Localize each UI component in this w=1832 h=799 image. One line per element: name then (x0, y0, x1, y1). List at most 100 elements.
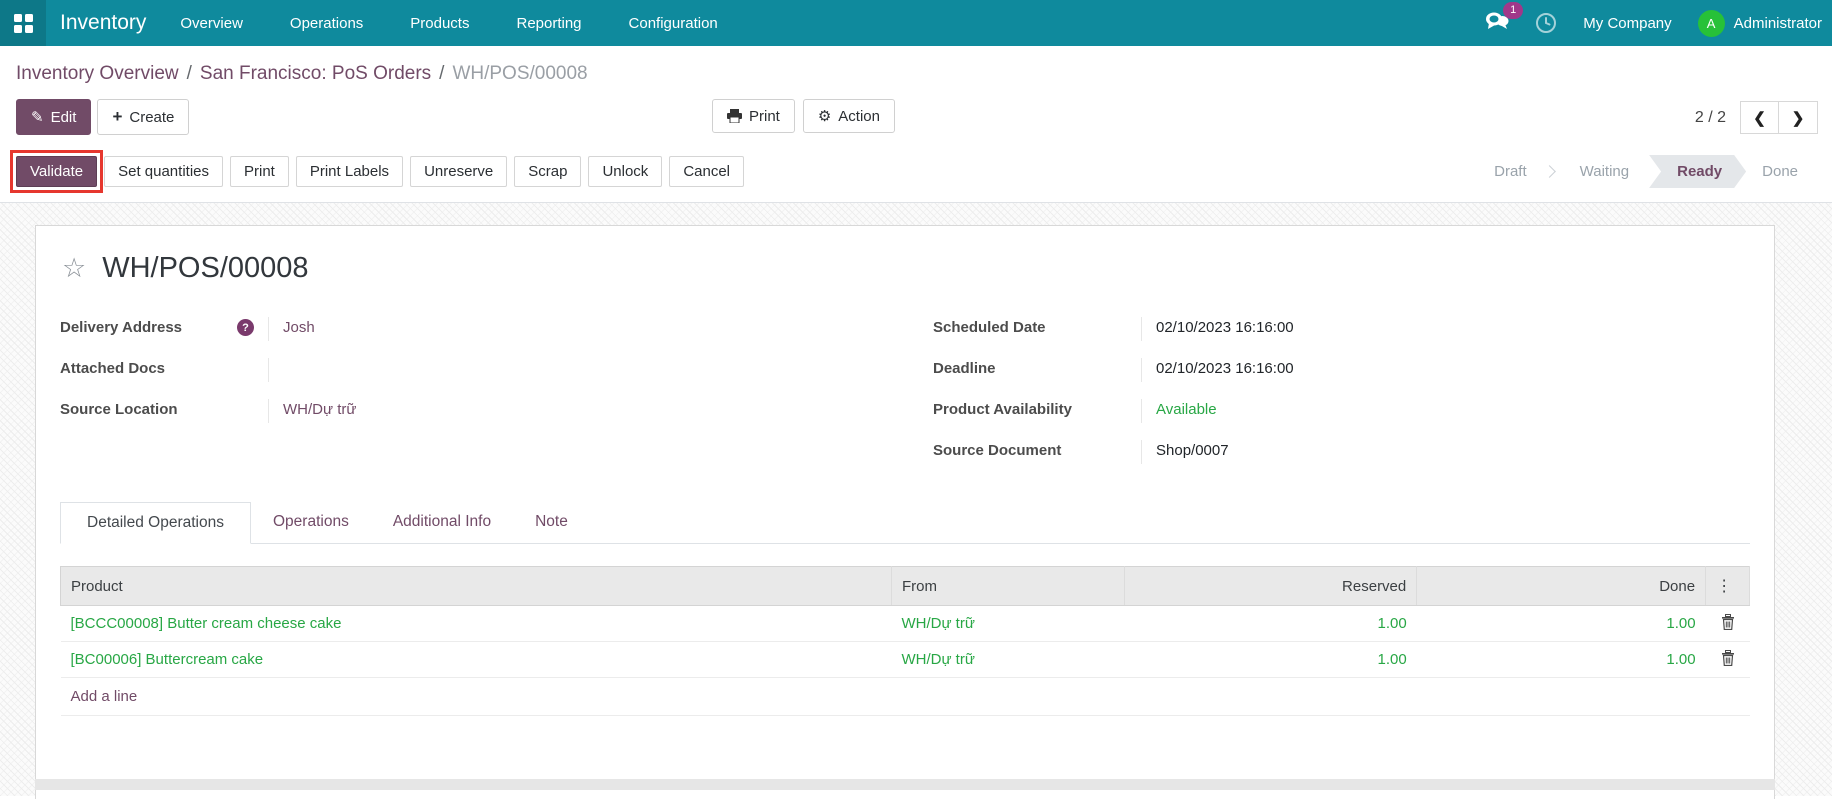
form-view-background: ☆ WH/POS/00008 Delivery Address ? Josh A… (0, 203, 1832, 799)
print-menu-button[interactable]: Print (712, 99, 795, 133)
favorite-star-icon[interactable]: ☆ (62, 253, 87, 283)
row-product-link[interactable]: [BCCC00008] Butter cream cheese cake (70, 615, 342, 632)
row-product-link[interactable]: [BC00006] Buttercream cake (70, 651, 264, 668)
column-reserved[interactable]: Reserved (1124, 566, 1418, 606)
scrap-button[interactable]: Scrap (514, 156, 582, 187)
company-switcher[interactable]: My Company (1583, 14, 1672, 32)
table-row[interactable]: [BC00006] Buttercream cake WH/Dự trữ 1.0… (60, 641, 1750, 678)
product-availability-value: Available (1141, 399, 1750, 423)
create-button[interactable]: + Create (97, 99, 190, 135)
chat-bubbles-icon (1486, 12, 1509, 29)
status-waiting[interactable]: Waiting (1579, 163, 1630, 180)
trash-icon (1721, 614, 1734, 631)
optional-columns-button[interactable]: ⋮ (1705, 566, 1750, 606)
delete-row-button[interactable] (1721, 650, 1735, 669)
trash-icon (1721, 650, 1734, 667)
messages-button[interactable]: 1 (1485, 2, 1524, 35)
breadcrumb-pos-orders[interactable]: San Francisco: PoS Orders (199, 63, 432, 84)
left-field-group: Delivery Address ? Josh Attached Docs So… (60, 317, 905, 481)
table-header-row: Product From Reserved Done ⋮ (60, 566, 1750, 606)
apps-menu-button[interactable] (0, 0, 46, 46)
user-name: Administrator (1733, 14, 1822, 32)
horizontal-scrollbar[interactable] (35, 779, 1775, 790)
status-button-bar: Validate Set quantities Print Print Labe… (0, 143, 1832, 203)
delete-row-button[interactable] (1721, 614, 1735, 633)
kebab-icon: ⋮ (1716, 578, 1733, 595)
record-title: WH/POS/00008 (102, 252, 309, 284)
detailed-operations-table: Product From Reserved Done ⋮ [BCCC00008]… (60, 566, 1750, 716)
cancel-button[interactable]: Cancel (669, 156, 745, 187)
form-sheet: ☆ WH/POS/00008 Delivery Address ? Josh A… (35, 225, 1775, 799)
right-field-group: Scheduled Date 02/10/2023 16:16:00 Deadl… (905, 317, 1750, 481)
breadcrumb-current: WH/POS/00008 (452, 63, 588, 84)
source-location-value[interactable]: WH/Dự trữ (283, 401, 357, 418)
validate-highlight-box: Validate (9, 150, 104, 193)
add-line-row: Add a line (60, 677, 1750, 716)
breadcrumb: Inventory Overview / San Francisco: PoS Or… (16, 63, 588, 84)
menu-overview[interactable]: Overview (180, 14, 243, 32)
messages-badge: 1 (1503, 2, 1524, 19)
pencil-icon: ✎ (31, 109, 44, 126)
pager: 2 / 2 ❮ ❯ (1695, 101, 1818, 134)
notebook-tabs: Detailed Operations Operations Additiona… (60, 501, 1750, 544)
help-icon[interactable]: ? (237, 319, 254, 336)
plus-icon: + (112, 107, 123, 126)
delivery-address-label: Delivery Address (60, 319, 183, 336)
column-done[interactable]: Done (1416, 566, 1707, 606)
unlock-button[interactable]: Unlock (588, 156, 663, 187)
status-ready[interactable]: Ready (1649, 155, 1746, 188)
validate-button[interactable]: Validate (16, 156, 98, 187)
activities-clock-icon[interactable] (1535, 12, 1557, 34)
row-from-link[interactable]: WH/Dự trữ (901, 615, 975, 632)
apps-grid-icon (13, 13, 33, 33)
deadline-value: 02/10/2023 16:16:00 (1141, 358, 1750, 382)
attached-docs-label: Attached Docs (60, 360, 166, 377)
avatar: A (1697, 9, 1725, 37)
menu-reporting[interactable]: Reporting (516, 14, 582, 32)
add-a-line-link[interactable]: Add a line (70, 688, 138, 705)
attached-docs-value (268, 358, 905, 382)
breadcrumb-inventory-overview[interactable]: Inventory Overview (16, 63, 179, 84)
print-button[interactable]: Print (230, 156, 289, 187)
unreserve-button[interactable]: Unreserve (410, 156, 508, 187)
row-reserved-qty[interactable]: 1.00 (1124, 641, 1417, 678)
deadline-label: Deadline (933, 360, 996, 377)
chevron-left-icon: ❮ (1753, 109, 1766, 127)
delivery-address-value[interactable]: Josh (283, 319, 315, 336)
statusbar: Draft Waiting Ready Done (1484, 155, 1816, 188)
scheduled-date-value: 02/10/2023 16:16:00 (1141, 317, 1750, 341)
column-from[interactable]: From (891, 566, 1126, 606)
set-quantities-button[interactable]: Set quantities (104, 156, 223, 187)
status-draft[interactable]: Draft (1494, 163, 1527, 180)
column-product[interactable]: Product (60, 566, 892, 606)
gear-icon: ⚙ (817, 108, 832, 125)
source-document-label: Source Document (933, 442, 1062, 459)
tab-operations[interactable]: Operations (273, 513, 349, 530)
menu-products[interactable]: Products (410, 14, 470, 32)
tab-note[interactable]: Note (535, 513, 568, 530)
user-menu[interactable]: A Administrator (1697, 9, 1822, 37)
statusbar-separator-icon (1542, 165, 1556, 178)
tab-detailed-operations[interactable]: Detailed Operations (60, 502, 251, 544)
pager-next-button[interactable]: ❯ (1779, 101, 1818, 134)
print-labels-button[interactable]: Print Labels (295, 156, 404, 187)
main-menu: Overview Operations Products Reporting C… (180, 15, 717, 32)
top-navbar: Inventory Overview Operations Products R… (0, 0, 1832, 46)
menu-configuration[interactable]: Configuration (628, 14, 718, 32)
menu-operations[interactable]: Operations (289, 14, 364, 32)
row-from-link[interactable]: WH/Dự trữ (901, 651, 975, 668)
row-done-qty[interactable]: 1.00 (1416, 641, 1706, 678)
table-row[interactable]: [BCCC00008] Butter cream cheese cake WH/… (60, 605, 1750, 642)
app-brand[interactable]: Inventory (60, 11, 147, 34)
printer-icon (727, 109, 742, 123)
product-availability-label: Product Availability (933, 401, 1072, 418)
tab-additional-info[interactable]: Additional Info (392, 513, 492, 530)
edit-button[interactable]: ✎ Edit (16, 99, 92, 135)
pager-previous-button[interactable]: ❮ (1740, 101, 1779, 134)
row-done-qty[interactable]: 1.00 (1416, 605, 1706, 642)
control-panel: ✎ Edit + Create Print ⚙ Action 2 / 2 ❮ ❯ (0, 91, 1832, 143)
status-done[interactable]: Done (1762, 163, 1798, 180)
pager-count: 2 / 2 (1694, 108, 1726, 126)
row-reserved-qty[interactable]: 1.00 (1124, 605, 1417, 642)
action-menu-button[interactable]: ⚙ Action (802, 99, 895, 133)
